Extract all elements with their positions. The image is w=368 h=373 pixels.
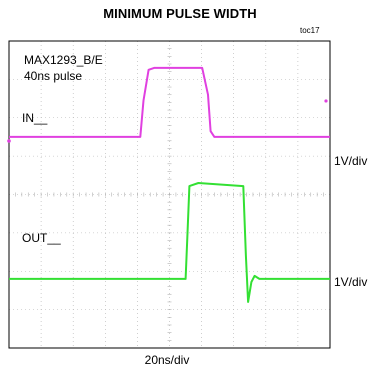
in-ground-marker-left [7,139,11,143]
out-scale-label: 1V/div [334,275,368,289]
device-label: MAX1293_B/E [24,53,103,67]
chart-title: MINIMUM PULSE WIDTH [103,6,257,21]
in-ground-marker-right [324,99,328,103]
plot-frame [8,40,331,349]
x-scale-label: 20ns/div [144,353,190,367]
out-trace [9,182,330,303]
in-trace [9,66,330,138]
grid [8,40,331,349]
traces [7,66,330,303]
out-series-label: OUT__ [22,231,61,245]
pulse-label: 40ns pulse [24,69,83,83]
figure-tag: toc17 [300,26,320,35]
in-scale-label: 1V/div [334,154,368,168]
in-series-label: IN__ [22,111,48,125]
